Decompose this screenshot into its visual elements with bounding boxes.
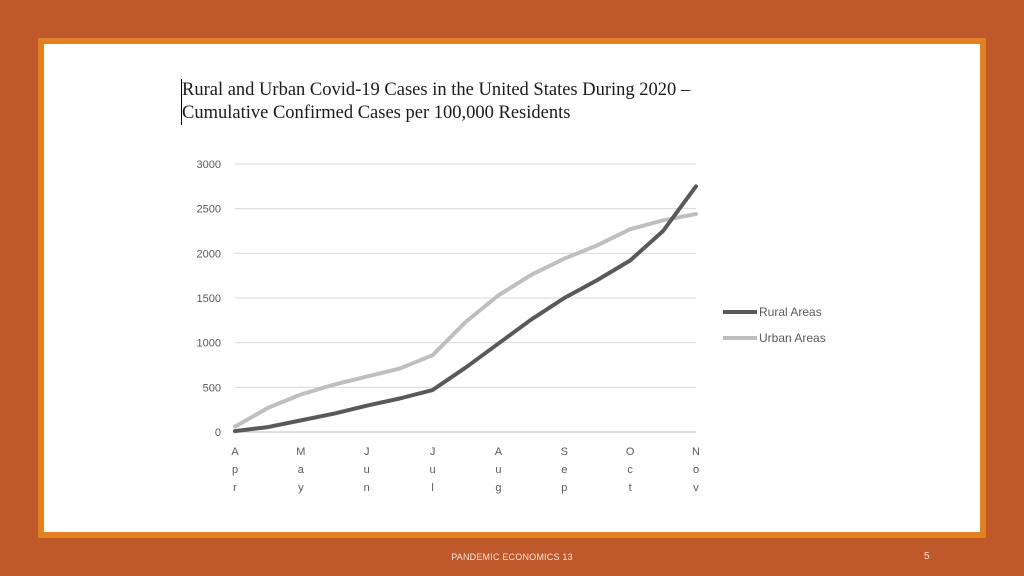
page-number: 5: [924, 551, 930, 562]
y-tick-label: 3000: [197, 159, 221, 171]
series-line-urban-areas: [233, 212, 698, 429]
y-tick-label: 2500: [197, 204, 221, 216]
chart-title: Rural and Urban Covid-19 Cases in the Un…: [181, 79, 690, 125]
chart-title-line-2: Cumulative Confirmed Cases per 100,000 R…: [182, 103, 571, 123]
series-line-rural-areas: [233, 184, 698, 434]
y-tick-label: 500: [203, 382, 221, 394]
y-tick-label: 1000: [197, 338, 221, 350]
chart-title-line-1: Rural and Urban Covid-19 Cases in the Un…: [182, 80, 691, 100]
y-tick-label: 2000: [197, 248, 221, 260]
slide-footer: PANDEMIC ECONOMICS 13: [451, 552, 573, 562]
legend-label: Rural Areas: [759, 305, 822, 319]
y-tick-label: 0: [215, 427, 221, 439]
y-tick-label: 1500: [197, 293, 221, 305]
legend-label: Urban Areas: [759, 331, 826, 345]
